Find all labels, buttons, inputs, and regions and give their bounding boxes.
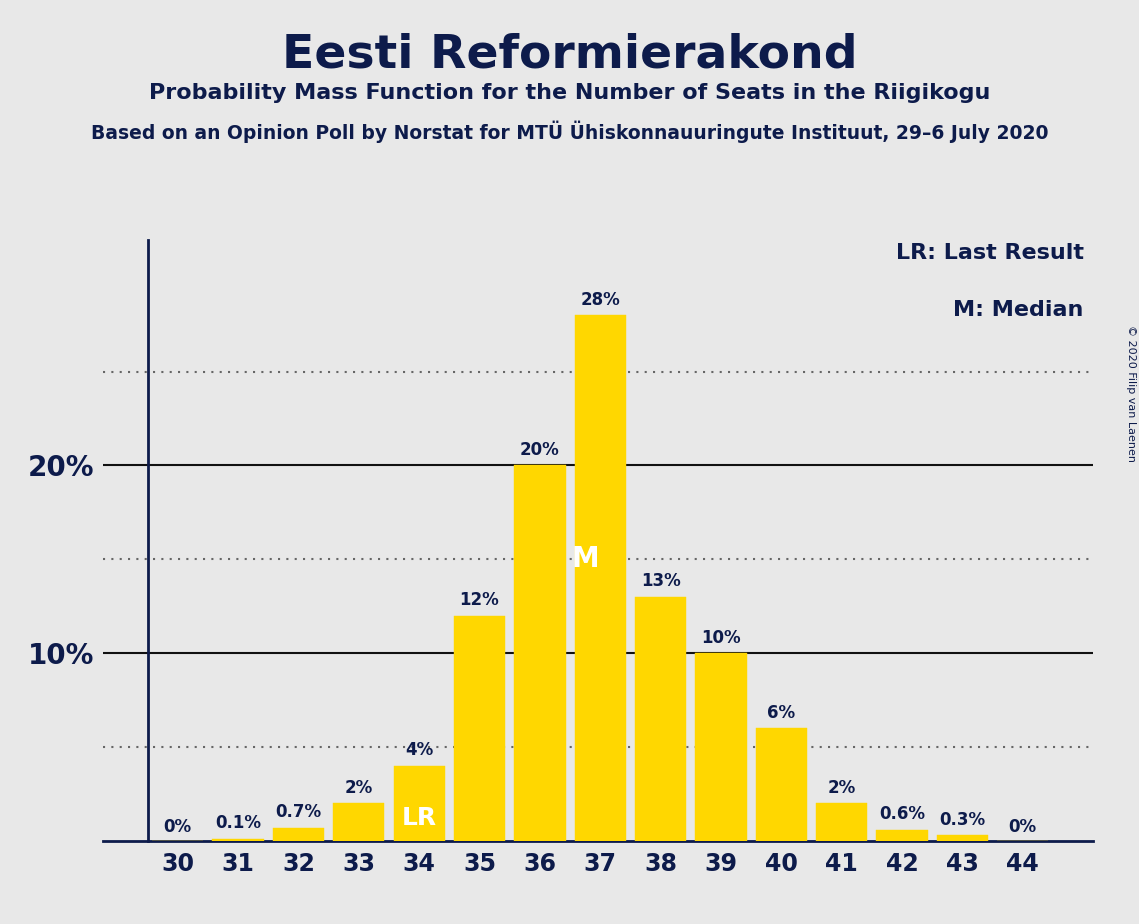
Text: 0%: 0%	[1009, 818, 1036, 836]
Text: Based on an Opinion Poll by Norstat for MTÜ Ühiskonnauuringute Instituut, 29–6 J: Based on an Opinion Poll by Norstat for …	[91, 120, 1048, 142]
Bar	[876, 830, 927, 841]
Bar	[393, 766, 445, 841]
Bar	[936, 835, 988, 841]
Text: M: Median: M: Median	[953, 300, 1083, 321]
Text: 20%: 20%	[521, 441, 559, 459]
Text: 4%: 4%	[405, 741, 433, 760]
Text: 10%: 10%	[702, 628, 740, 647]
Text: Eesti Reformierakond: Eesti Reformierakond	[281, 32, 858, 78]
Text: M: M	[572, 545, 599, 573]
Bar	[574, 315, 626, 841]
Bar	[816, 803, 867, 841]
Text: 0.6%: 0.6%	[879, 805, 925, 823]
Bar	[333, 803, 385, 841]
Text: Probability Mass Function for the Number of Seats in the Riigikogu: Probability Mass Function for the Number…	[149, 83, 990, 103]
Text: 0.7%: 0.7%	[276, 803, 321, 821]
Text: 2%: 2%	[345, 779, 372, 796]
Text: 0.3%: 0.3%	[940, 810, 985, 829]
Bar	[213, 839, 264, 841]
Text: 28%: 28%	[581, 291, 620, 309]
Text: 6%: 6%	[768, 704, 795, 722]
Text: LR: LR	[402, 807, 436, 831]
Bar	[755, 728, 806, 841]
Bar	[514, 466, 566, 841]
Bar	[695, 653, 746, 841]
Text: 13%: 13%	[641, 572, 680, 590]
Text: 0%: 0%	[164, 818, 191, 836]
Text: © 2020 Filip van Laenen: © 2020 Filip van Laenen	[1126, 325, 1136, 462]
Text: 0.1%: 0.1%	[215, 814, 261, 833]
Bar	[453, 615, 506, 841]
Bar	[273, 828, 325, 841]
Bar	[634, 597, 687, 841]
Text: 2%: 2%	[828, 779, 855, 796]
Text: 12%: 12%	[460, 591, 499, 609]
Text: LR: Last Result: LR: Last Result	[895, 243, 1083, 263]
